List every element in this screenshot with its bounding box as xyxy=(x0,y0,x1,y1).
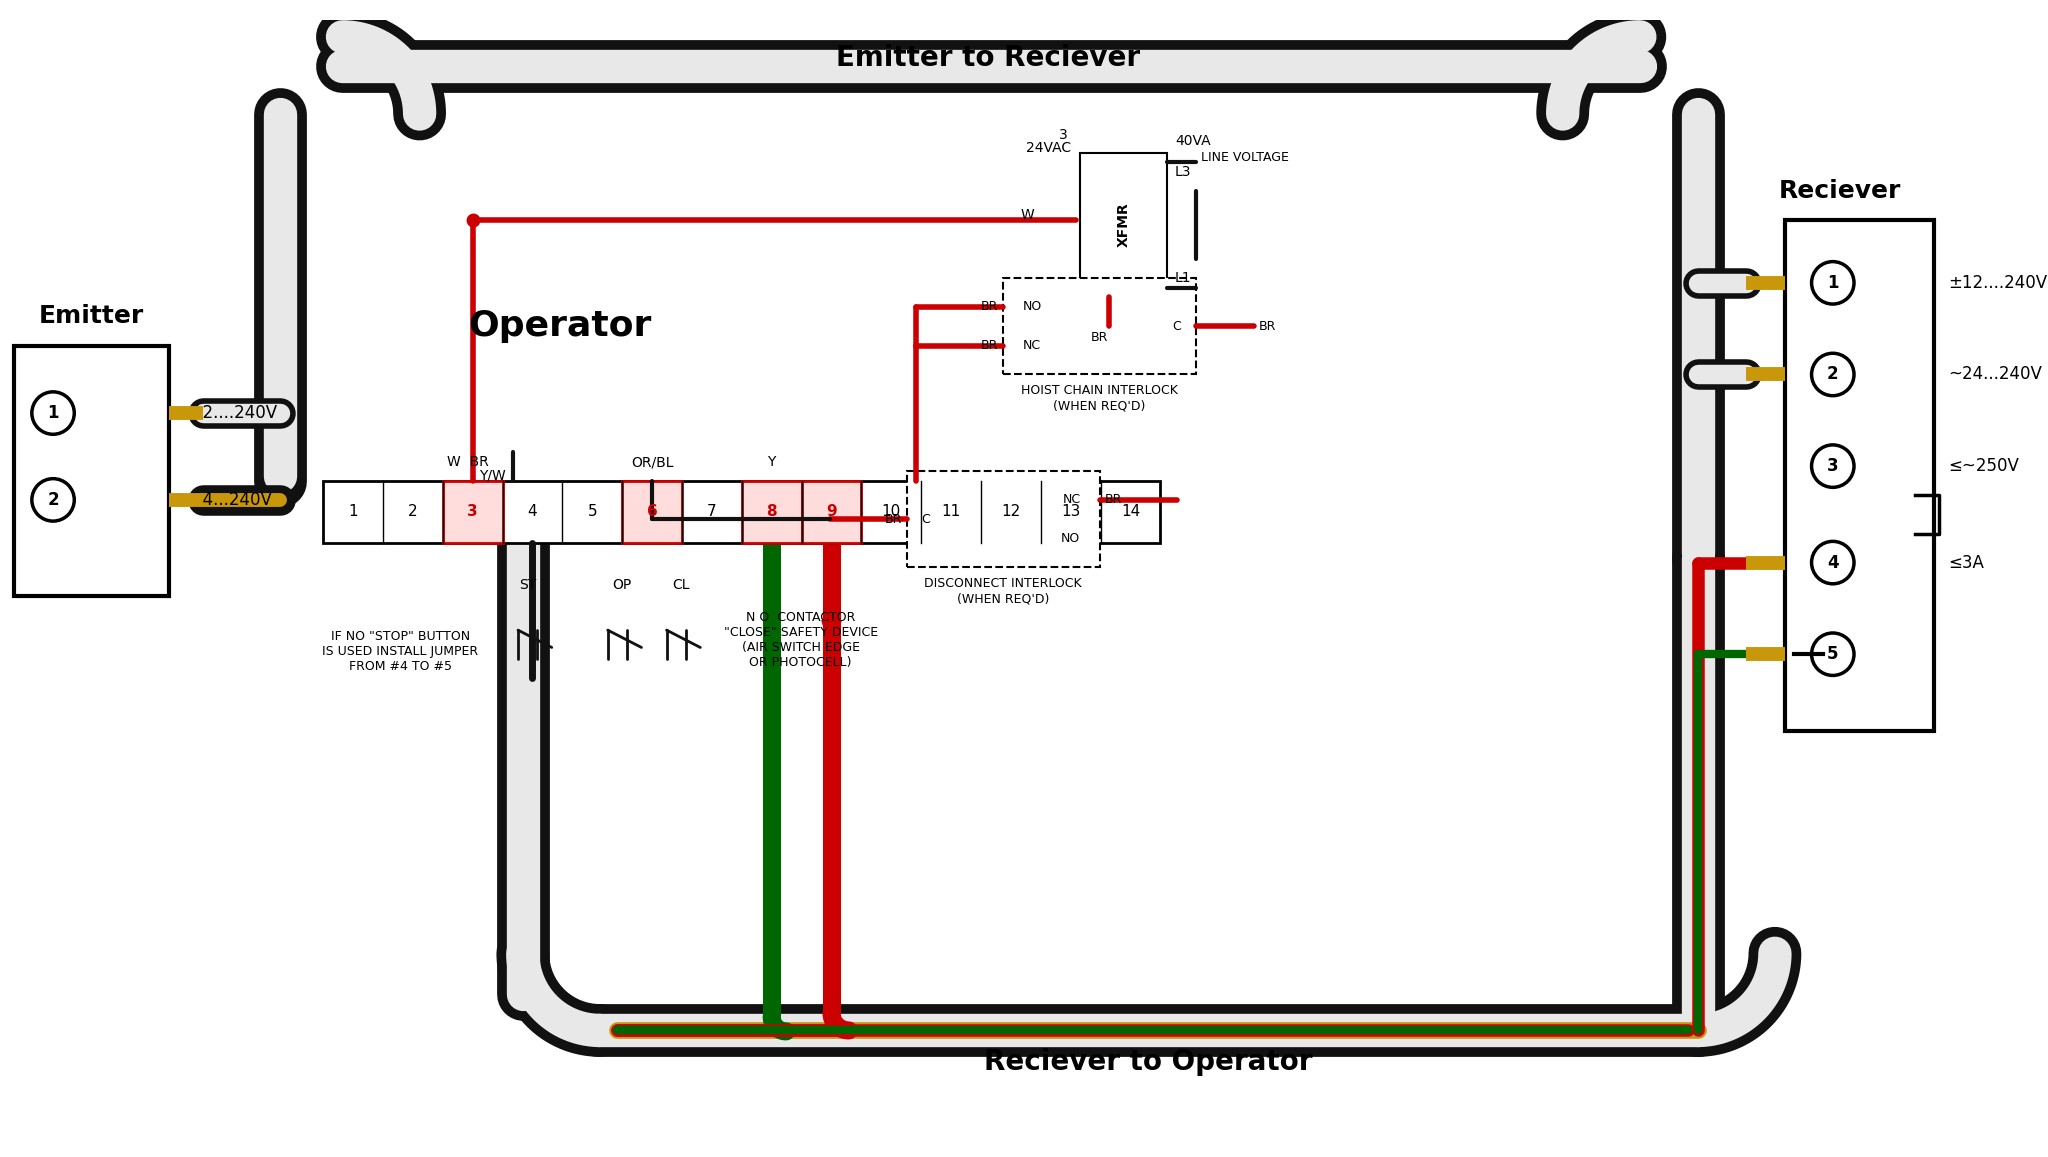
Text: BR: BR xyxy=(1260,319,1276,333)
Text: 24VAC: 24VAC xyxy=(1026,141,1071,155)
Text: 8: 8 xyxy=(766,504,776,519)
Text: W  BR: W BR xyxy=(446,455,489,469)
Text: ≤~250V: ≤~250V xyxy=(1948,457,2019,476)
FancyBboxPatch shape xyxy=(1081,153,1167,297)
FancyBboxPatch shape xyxy=(907,471,1100,567)
Text: 10: 10 xyxy=(883,504,901,519)
Circle shape xyxy=(33,392,74,434)
Text: 4: 4 xyxy=(1827,553,1839,572)
Text: ~24...240V: ~24...240V xyxy=(178,491,272,509)
Text: NO: NO xyxy=(1061,532,1081,545)
Text: 2: 2 xyxy=(408,504,418,519)
Circle shape xyxy=(33,479,74,521)
Circle shape xyxy=(1812,541,1853,584)
Text: C: C xyxy=(922,513,930,525)
Circle shape xyxy=(1812,353,1853,396)
Text: 3: 3 xyxy=(467,504,477,519)
Text: 7: 7 xyxy=(707,504,717,519)
Text: ±12....240V: ±12....240V xyxy=(178,404,279,422)
Text: 14: 14 xyxy=(1120,504,1141,519)
Text: Y/W: Y/W xyxy=(479,469,506,482)
Text: 13: 13 xyxy=(1061,504,1081,519)
Text: 12: 12 xyxy=(1001,504,1020,519)
FancyBboxPatch shape xyxy=(442,480,502,544)
Text: ±12....240V: ±12....240V xyxy=(1948,274,2048,292)
Text: OR/BL: OR/BL xyxy=(631,455,674,469)
Text: W: W xyxy=(1020,208,1034,222)
Text: NO: NO xyxy=(1022,301,1042,314)
Text: 1: 1 xyxy=(47,404,59,422)
Text: NC: NC xyxy=(1063,493,1081,507)
Text: DISCONNECT INTERLOCK
(WHEN REQ'D): DISCONNECT INTERLOCK (WHEN REQ'D) xyxy=(924,577,1081,605)
Text: 5: 5 xyxy=(1827,646,1839,663)
Text: Y: Y xyxy=(768,455,776,469)
Text: 9: 9 xyxy=(825,504,838,519)
Text: 4: 4 xyxy=(528,504,537,519)
Text: L3: L3 xyxy=(1176,165,1192,179)
Text: BR: BR xyxy=(1104,493,1122,507)
FancyBboxPatch shape xyxy=(324,480,1161,544)
Text: 6: 6 xyxy=(647,504,657,519)
Text: L1: L1 xyxy=(1176,271,1192,285)
FancyBboxPatch shape xyxy=(1004,278,1196,375)
Text: Operator: Operator xyxy=(467,309,651,344)
Text: Emitter: Emitter xyxy=(39,304,143,329)
Text: ~24...240V: ~24...240V xyxy=(1948,366,2042,383)
Circle shape xyxy=(1812,261,1853,304)
FancyBboxPatch shape xyxy=(1784,220,1933,731)
Text: ST: ST xyxy=(518,577,537,591)
Text: 40VA: 40VA xyxy=(1176,134,1210,148)
Text: Reciever: Reciever xyxy=(1780,179,1901,202)
Text: 1: 1 xyxy=(348,504,358,519)
Text: XFMR: XFMR xyxy=(1116,202,1130,248)
Text: 3: 3 xyxy=(1059,128,1067,142)
Text: N O  CONTACTOR
"CLOSE" SAFETY DEVICE
(AIR SWITCH EDGE
OR PHOTOCELL): N O CONTACTOR "CLOSE" SAFETY DEVICE (AIR… xyxy=(723,611,879,669)
Text: IF NO "STOP" BUTTON
IS USED INSTALL JUMPER
FROM #4 TO #5: IF NO "STOP" BUTTON IS USED INSTALL JUMP… xyxy=(322,631,479,673)
Text: ≤3A: ≤3A xyxy=(1948,553,1985,572)
Text: Emitter to Reciever: Emitter to Reciever xyxy=(836,44,1141,72)
Text: 11: 11 xyxy=(942,504,961,519)
Polygon shape xyxy=(821,620,842,649)
Text: 1: 1 xyxy=(1827,274,1839,292)
Text: CL: CL xyxy=(672,577,690,591)
Text: BR: BR xyxy=(885,513,901,525)
Text: 3: 3 xyxy=(1827,457,1839,476)
Text: HOIST CHAIN INTERLOCK
(WHEN REQ'D): HOIST CHAIN INTERLOCK (WHEN REQ'D) xyxy=(1022,384,1178,412)
FancyBboxPatch shape xyxy=(14,346,168,596)
Text: NC: NC xyxy=(1022,339,1040,352)
Text: BR: BR xyxy=(1092,331,1108,344)
Text: 2: 2 xyxy=(47,491,59,509)
Text: BR: BR xyxy=(981,301,997,314)
Text: OP: OP xyxy=(612,577,633,591)
Circle shape xyxy=(1812,633,1853,676)
FancyBboxPatch shape xyxy=(801,480,862,544)
Text: 2: 2 xyxy=(1827,366,1839,383)
Circle shape xyxy=(1812,445,1853,487)
Text: Reciever to Operator: Reciever to Operator xyxy=(983,1048,1313,1076)
Text: LINE VOLTAGE: LINE VOLTAGE xyxy=(1200,150,1288,164)
Text: BR: BR xyxy=(981,339,997,352)
Text: C: C xyxy=(1171,319,1182,333)
Text: 5: 5 xyxy=(588,504,598,519)
FancyBboxPatch shape xyxy=(741,480,801,544)
FancyBboxPatch shape xyxy=(623,480,682,544)
